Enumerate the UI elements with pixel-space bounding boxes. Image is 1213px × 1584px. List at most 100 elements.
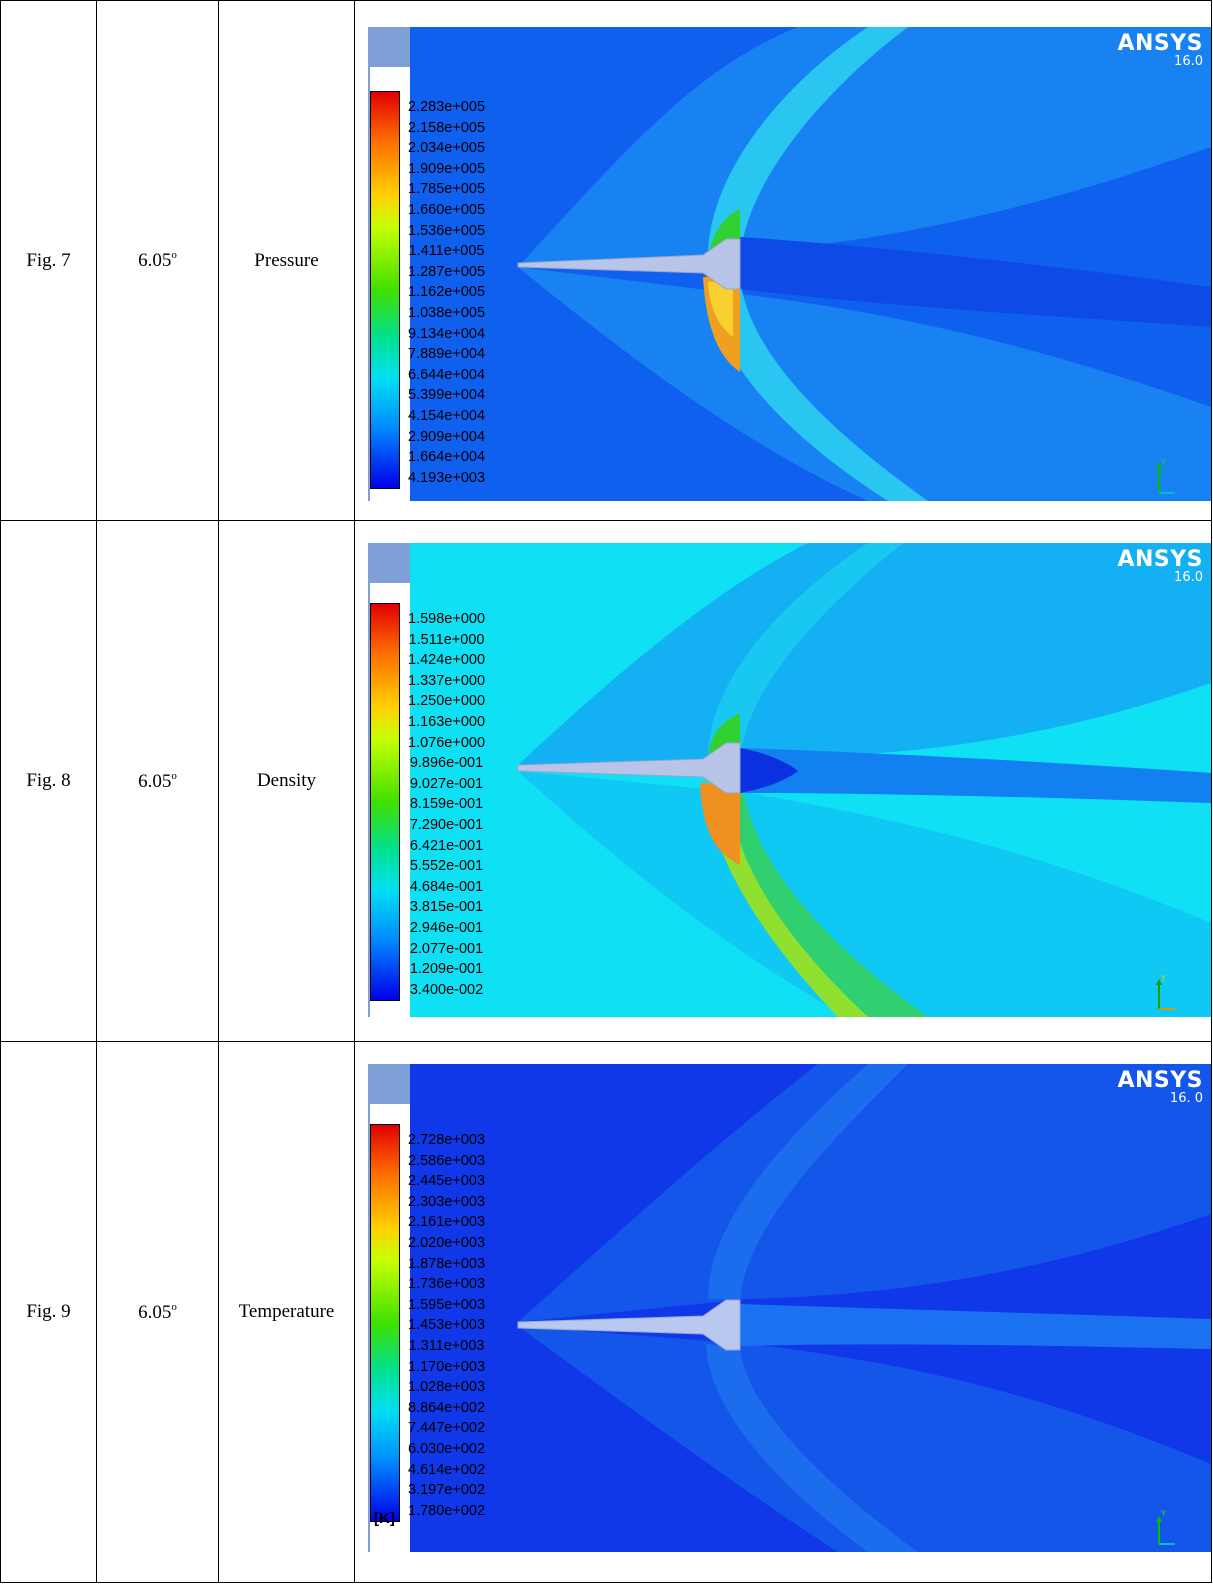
legend-level: 4.154e+004 [408,407,486,424]
legend-level: 1.660e+005 [408,201,486,218]
degree-mark: o [171,1300,177,1313]
legend-panel [368,27,410,501]
legend-level: 9.896e-001 [409,755,484,772]
legend-level: 4.193e+003 [408,469,486,486]
color-bar [370,1124,400,1522]
legend-level: 8.864e+002 [408,1399,486,1416]
property-name: Pressure [254,249,319,271]
legend-level: 1.287e+005 [408,263,486,280]
ansys-logo: ANSYS 16.0 [1117,547,1203,585]
legend-level: 1.163e+000 [408,713,486,730]
legend-level: 9.134e+004 [408,325,486,342]
contour-plot-cell: 2.728e+003 2.586e+003 2.445e+003 2.303e+… [354,1041,1212,1583]
lower-shock-band [706,1344,918,1552]
lower-shock-region [518,771,1211,1017]
legend-level: 1.311e+003 [408,1337,485,1354]
legend-level: 7.447e+002 [408,1420,486,1437]
legend-level: 4.614e+002 [408,1461,486,1478]
legend-level: 2.077e-001 [409,940,484,957]
legend-level: 9.027e-001 [409,775,484,792]
angle-value: 6.05 [138,250,172,271]
property-cell: Pressure [218,0,355,521]
legend-labels: 1.598e+000 1.511e+000 1.424e+000 1.337e+… [408,609,485,1000]
legend-level: 8.159e-001 [409,796,484,813]
legend-panel [368,543,410,1017]
contour-field [368,543,1211,1017]
legend-level: 2.303e+003 [408,1193,486,1210]
property-name: Temperature [238,1301,335,1322]
legend-level: 2.946e-001 [409,919,484,936]
legend-level: 1.453e+003 [408,1317,486,1334]
wake-core [740,748,798,793]
legend-level: 2.020e+003 [408,1234,486,1251]
compression-zone-lower [700,783,740,865]
contour-field [368,27,1211,501]
color-bar [370,91,400,489]
body-outline [517,1299,741,1351]
legend-level: 1.536e+005 [408,222,486,239]
upper-shock-region [518,1064,1211,1322]
legend-labels: 2.728e+003 2.586e+003 2.445e+003 2.303e+… [408,1130,485,1521]
legend-level: 1.664e+004 [408,449,486,466]
angle-cell: 6.05o [96,520,219,1042]
color-bar [370,603,400,1001]
ansys-logo: ANSYS 16.0 [1117,31,1203,69]
legend-level: 1.785e+005 [408,181,486,198]
svg-text:Y: Y [1160,458,1166,467]
legend-level: 1.736e+003 [408,1276,486,1293]
legend-level: 6.421e-001 [409,837,484,854]
legend-level: 6.644e+004 [408,366,486,383]
table-row: Fig. 7 6.05o Pressure [0,0,1212,521]
legend-level: 1.411e+005 [408,243,485,260]
legend-level: 2.728e+003 [408,1132,486,1148]
axis-triad-icon: Y [1156,458,1175,494]
wake-region [740,237,1211,327]
figure-label-cell: Fig. 7 [0,0,97,521]
temperature-contour-plot: 2.728e+003 2.586e+003 2.445e+003 2.303e+… [368,1064,1211,1552]
lower-shock-region [518,267,1211,501]
legend-level: 3.400e-002 [409,981,484,998]
svg-text:Y: Y [1160,1509,1166,1518]
angle-cell: 6.05o [96,1041,219,1583]
table-row: Fig. 9 6.05o Temperature [0,1041,1212,1583]
legend-level: 2.909e+004 [408,428,486,445]
legend-level: 2.283e+005 [408,99,486,115]
angle-value: 6.05 [138,1301,172,1323]
legend-level: 4.684e-001 [409,878,484,895]
legend-level: 1.878e+003 [408,1255,486,1272]
legend-level: 3.197e+002 [408,1482,486,1499]
figure-label: Fig. 7 [26,249,71,271]
legend-level: 2.445e+003 [408,1173,486,1190]
property-name: Density [256,770,317,791]
figure-label-cell: Fig. 8 [0,520,97,1042]
upper-shock-region [518,543,1211,765]
legend-level: 1.250e+000 [408,693,486,710]
legend-level: 2.158e+005 [408,119,486,136]
contour-plot-cell: 1.598e+000 1.511e+000 1.424e+000 1.337e+… [354,520,1212,1042]
legend-level: 5.399e+004 [408,387,486,404]
bow-shock-region [518,27,1211,267]
property-cell: Density [218,520,355,1042]
legend-level: 1.424e+000 [408,652,486,669]
body-outline [517,742,741,794]
density-contour-plot: 1.598e+000 1.511e+000 1.424e+000 1.337e+… [368,543,1211,1017]
compression-zone-lower-inner [708,282,733,337]
legend-level: 1.162e+005 [408,284,486,301]
legend-level: 3.815e-001 [409,899,484,916]
degree-mark: o [171,769,177,782]
legend-level: 1.038e+005 [408,304,486,321]
figure-label-cell: Fig. 9 [0,1041,97,1583]
legend-labels: 2.283e+005 2.158e+005 2.034e+005 1.909e+… [408,97,485,488]
contour-field [368,1064,1211,1552]
legend-level: 5.552e-001 [409,858,484,875]
legend-level: 1.511e+000 [408,631,485,648]
contour-plot-cell: 2.283e+005 2.158e+005 2.034e+005 1.909e+… [354,0,1212,521]
legend-level: 1.598e+000 [408,611,486,627]
legend-level: 1.170e+003 [408,1358,486,1375]
legend-level: 6.030e+002 [408,1440,486,1457]
figure-label: Fig. 8 [26,770,71,791]
table-row: Fig. 8 6.05o Density [0,520,1212,1042]
body-outline [517,238,741,290]
legend-level: 1.909e+005 [408,160,486,177]
